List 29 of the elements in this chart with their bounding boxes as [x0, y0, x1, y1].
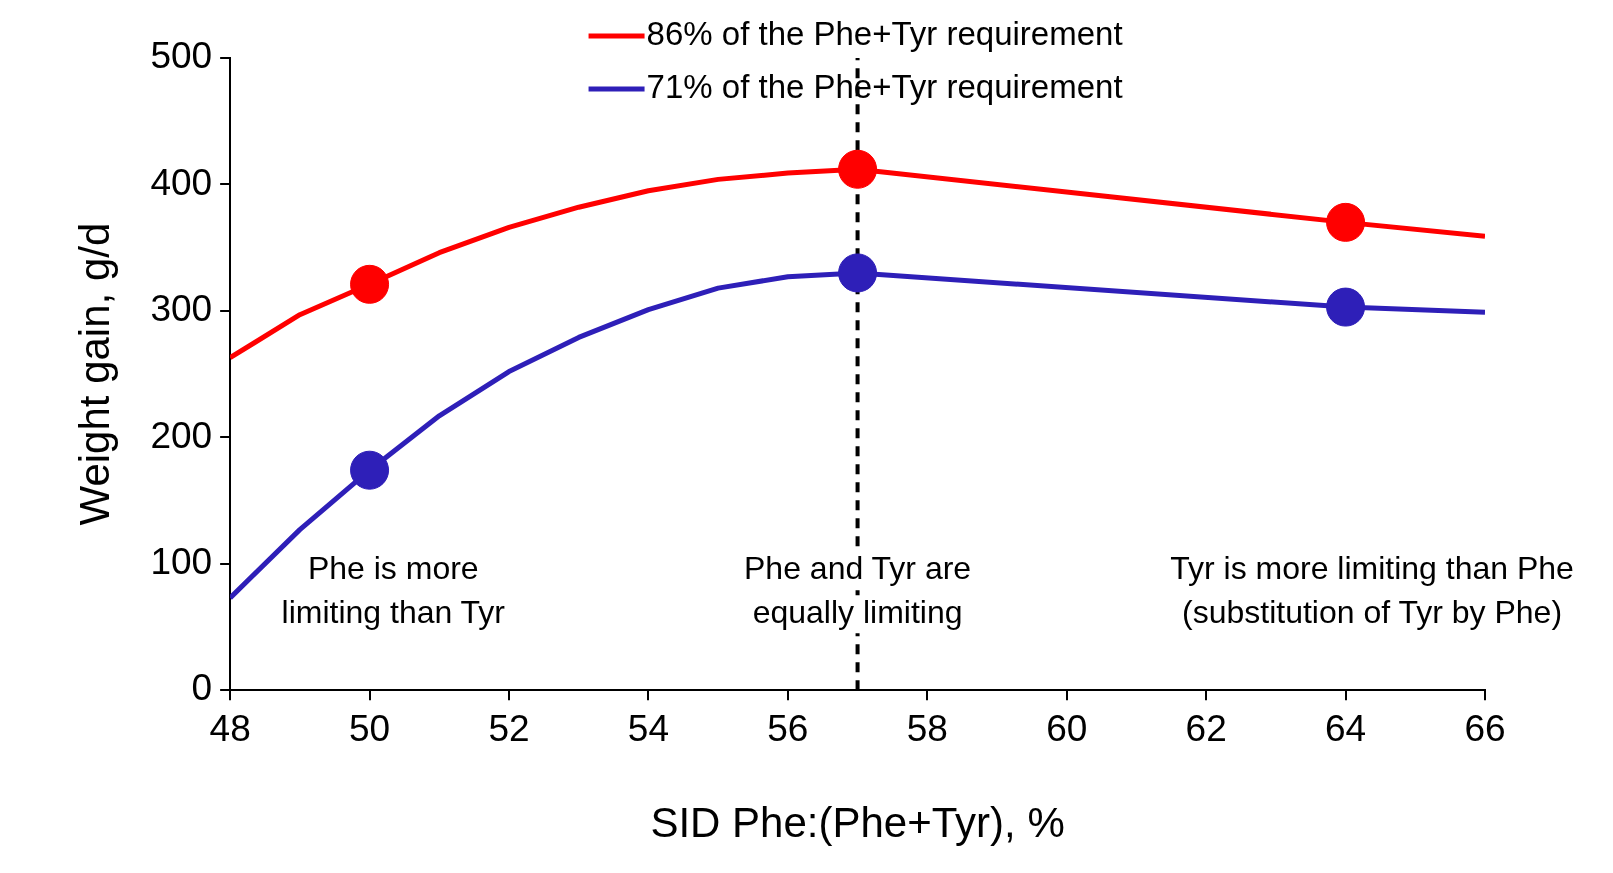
- x-tick-label: 56: [767, 707, 809, 749]
- point: [838, 253, 878, 293]
- legend-label: 86% of the Phe+Tyr requirement: [646, 15, 1123, 53]
- y-tick-label: 500: [150, 35, 213, 77]
- annotation: Tyr is more limiting than Phe (substitution of Tyr by Phe): [1170, 550, 1574, 631]
- annotation: Phe and Tyr are equally limiting: [744, 550, 972, 631]
- x-tick-label: 62: [1185, 707, 1227, 749]
- x-tick-label: 50: [348, 707, 391, 749]
- point: [350, 264, 390, 304]
- x-tick-label: 64: [1324, 707, 1367, 749]
- point: [350, 450, 390, 490]
- y-tick-label: 300: [150, 288, 213, 330]
- point: [838, 149, 878, 189]
- y-axis-title: Weight gain, g/d: [70, 222, 118, 526]
- y-tick-label: 400: [150, 161, 213, 203]
- x-tick-label: 60: [1046, 707, 1088, 749]
- y-tick-label: 200: [150, 414, 213, 456]
- x-tick-label: 48: [209, 707, 251, 749]
- x-tick-label: 58: [906, 707, 948, 749]
- y-tick-label: 0: [191, 667, 213, 709]
- x-tick-label: 54: [627, 707, 669, 749]
- annotation: Phe is more limiting than Tyr: [281, 550, 506, 631]
- legend-label: 71% of the Phe+Tyr requirement: [646, 68, 1123, 106]
- x-axis-title: SID Phe:(Phe+Tyr), %: [650, 799, 1065, 847]
- x-tick-label: 52: [488, 707, 530, 749]
- x-tick-label: 66: [1464, 707, 1506, 749]
- y-tick-label: 100: [150, 540, 213, 582]
- point: [1326, 287, 1366, 327]
- point: [1326, 202, 1366, 242]
